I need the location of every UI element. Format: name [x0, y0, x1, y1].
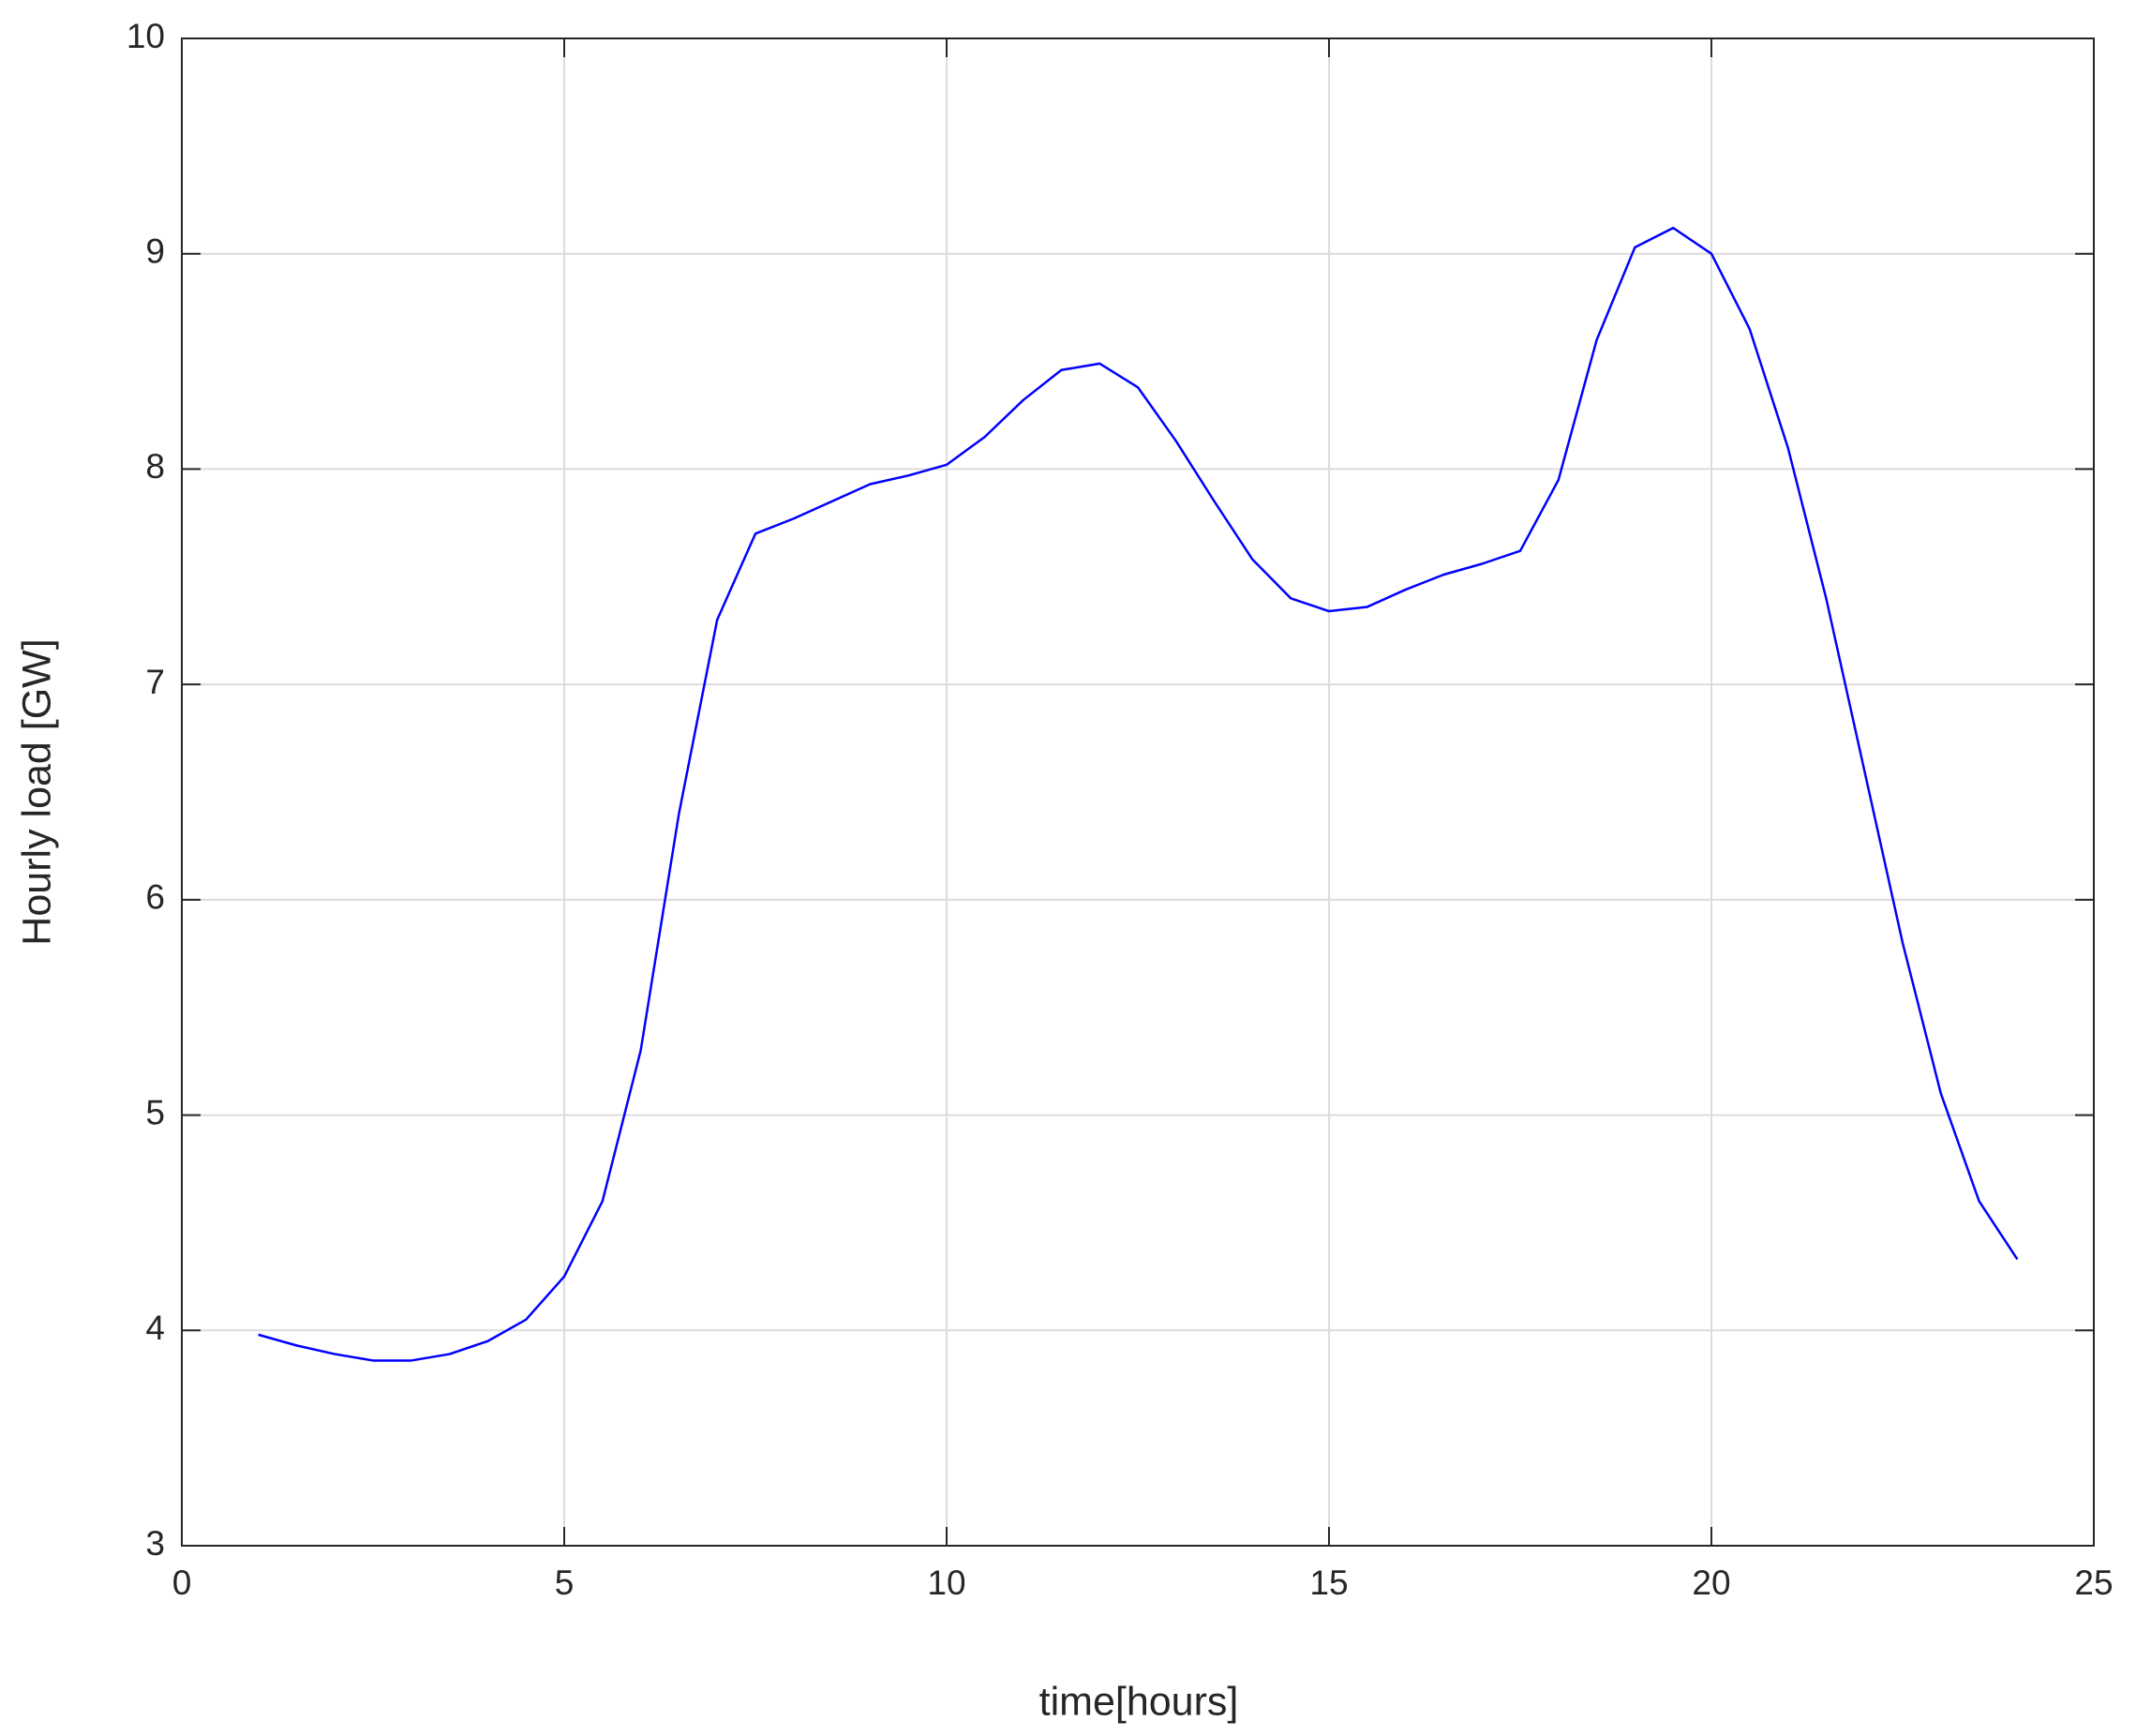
x-tick-label: 10: [927, 1564, 965, 1602]
x-tick-label: 20: [1692, 1564, 1730, 1602]
data-line: [258, 226, 2019, 1362]
y-tick-label: 6: [145, 878, 165, 917]
y-tick-label: 10: [127, 17, 165, 55]
y-tick-label: 5: [145, 1093, 165, 1131]
x-tick-label: 0: [172, 1564, 192, 1602]
plot-frame: [181, 37, 2095, 1547]
y-axis-label: Hourly load [GW]: [14, 638, 59, 945]
y-tick-label: 8: [145, 447, 165, 486]
y-tick-label: 9: [145, 232, 165, 270]
x-axis-label: time[hours]: [1039, 1679, 1239, 1724]
y-tick-label: 4: [145, 1309, 165, 1347]
y-tick-label: 7: [145, 663, 165, 701]
x-tick-label: 25: [2074, 1564, 2113, 1602]
x-tick-label: 15: [1309, 1564, 1348, 1602]
y-tick-label: 3: [145, 1524, 165, 1563]
x-tick-label: 5: [555, 1564, 575, 1602]
